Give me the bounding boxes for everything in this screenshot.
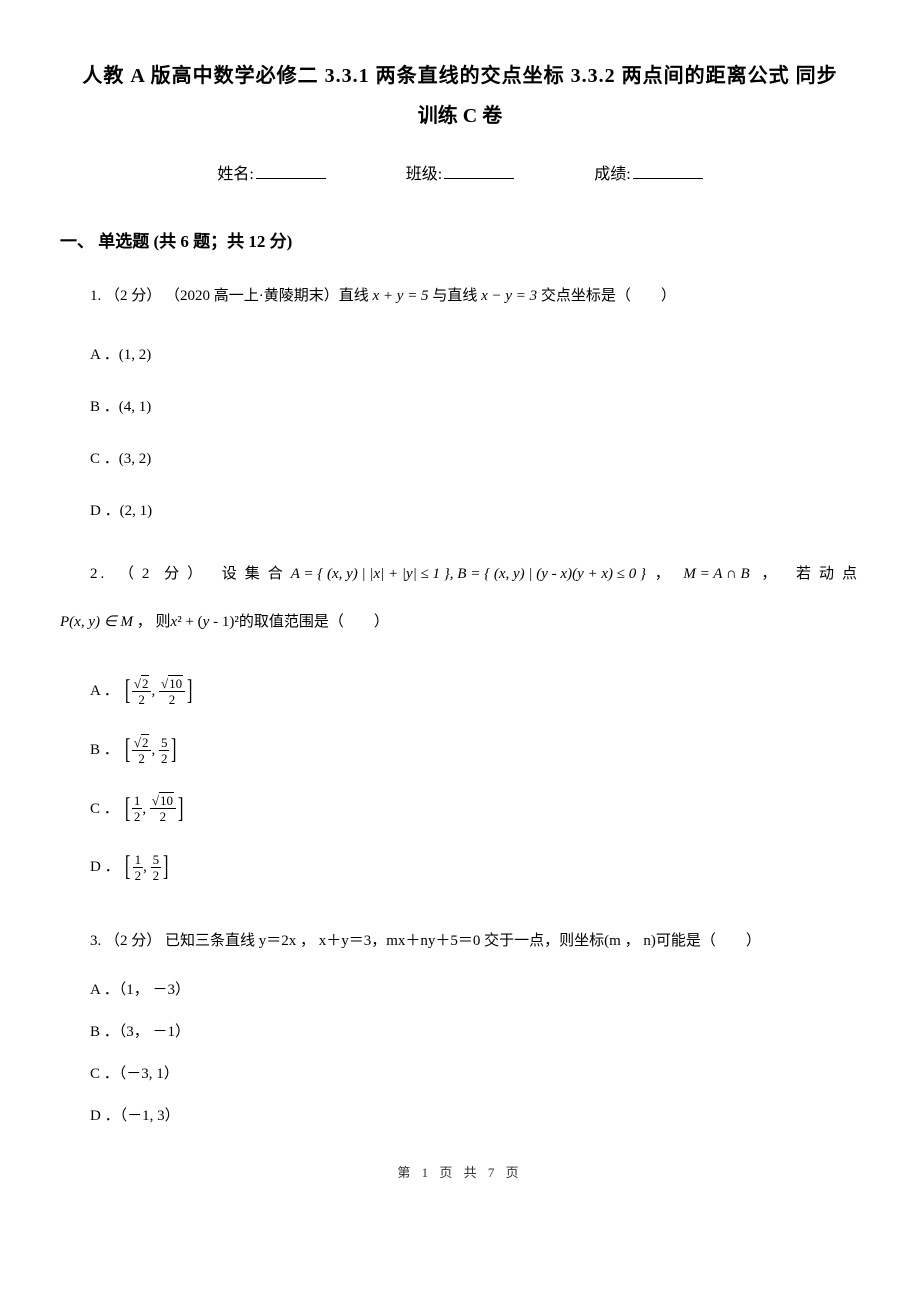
q3-optA-val: （1， －3） <box>119 982 190 998</box>
q2-optB-frac1: √22 <box>132 736 152 765</box>
question-2: 2. （2 分） 设集合A = { (x, y) | |x| + |y| ≤ 1… <box>60 558 860 890</box>
q1-optB-label: B ． <box>90 399 119 415</box>
q2-text-line2: P(x, y) ∈ M ， 则x² + (y - 1)²的取值范围是（ ） <box>60 606 860 639</box>
q3-optC-label: C ． <box>90 1066 119 1082</box>
q1-optC-label: C ． <box>90 451 119 467</box>
page-title-line2: 训练 C 卷 <box>60 100 860 132</box>
q1-optC-val: (3, 2) <box>119 451 152 467</box>
bracket-l-icon: [ <box>124 787 130 832</box>
q2-line2-mid: ， 则 <box>133 614 171 630</box>
section-heading: 一、 单选题 (共 6 题；共 12 分) <box>60 228 860 255</box>
header-row: 姓名: 班级: 成绩: <box>60 162 860 188</box>
q2-exprA: A = { (x, y) | |x| + |y| ≤ 1 }, B = { (x… <box>291 558 646 591</box>
q1-expr1: x + y = 5 <box>373 280 429 313</box>
q2-optB-frac2: 52 <box>159 736 170 765</box>
q2-mid1: ， <box>646 566 683 582</box>
q1-optA-val: (1, 2) <box>119 347 152 363</box>
q2-optA: A ． [√22, √102] <box>90 669 860 714</box>
q1-optB: B ．(4, 1) <box>90 395 860 419</box>
q1-suffix: 交点坐标是（ ） <box>537 288 676 304</box>
score-field: 成绩: <box>594 162 702 188</box>
q3-optA-label: A ． <box>90 982 119 998</box>
bracket-l-icon: [ <box>124 728 130 773</box>
class-label: 班级: <box>406 162 442 188</box>
name-label: 姓名: <box>217 162 253 188</box>
page-footer: 第 1 页 共 7 页 <box>60 1163 860 1184</box>
q2-optA-frac2: √102 <box>159 677 185 706</box>
q2-optB: B ． [√22, 52] <box>90 728 860 773</box>
class-blank <box>444 178 514 179</box>
score-blank <box>633 178 703 179</box>
q1-optC: C ．(3, 2) <box>90 447 860 471</box>
q1-optD: D ．(2, 1) <box>90 499 860 523</box>
q2-optC-frac1: 12 <box>132 794 143 823</box>
q1-text: 1. （2 分） （2020 高一上·黄陵期末）直线 x + y = 5 与直线… <box>90 280 860 313</box>
bracket-r-icon: ] <box>163 845 169 890</box>
q1-optD-val: (2, 1) <box>120 503 153 519</box>
q3-optC: C ．（－3, 1） <box>90 1062 860 1086</box>
q1-optA-label: A ． <box>90 347 119 363</box>
q3-optD-label: D ． <box>90 1108 120 1124</box>
q2-optC: C ． [12, √102] <box>90 787 860 832</box>
q2-optC-label: C ． <box>90 800 119 816</box>
q2-prefix: 2. （2 分） 设集合 <box>90 566 291 582</box>
q3-optB-label: B ． <box>90 1024 119 1040</box>
name-blank <box>256 178 326 179</box>
q3-optC-val: （－3, 1） <box>119 1066 179 1082</box>
q2-text: 2. （2 分） 设集合A = { (x, y) | |x| + |y| ≤ 1… <box>60 558 860 591</box>
q1-prefix: 1. （2 分） （2020 高一上·黄陵期末）直线 <box>90 288 373 304</box>
q2-optA-frac1: √22 <box>132 677 152 706</box>
q2-exprM: M = A ∩ B <box>683 558 749 591</box>
q2-optD-frac2: 52 <box>151 853 162 882</box>
q2-optD-label: D ． <box>90 859 120 875</box>
q1-optB-val: (4, 1) <box>119 399 152 415</box>
q1-optA: A ．(1, 2) <box>90 343 860 367</box>
q1-mid: 与直线 <box>429 288 482 304</box>
bracket-r-icon: ] <box>178 787 184 832</box>
bracket-l-icon: [ <box>125 845 131 890</box>
q1-expr2: x − y = 3 <box>481 280 537 313</box>
bracket-l-icon: [ <box>124 669 130 714</box>
score-label: 成绩: <box>594 162 630 188</box>
name-field: 姓名: <box>217 162 325 188</box>
q2-exprRange: x² + (y - 1)² <box>171 606 239 639</box>
question-3: 3. （2 分） 已知三条直线 y＝2x ， x＋y＝3，mx＋ny＋5＝0 交… <box>60 925 860 1128</box>
q2-optA-label: A ． <box>90 683 119 699</box>
q2-optD-frac1: 12 <box>133 853 144 882</box>
q3-optA: A ．（1， －3） <box>90 978 860 1002</box>
q3-optB-val: （3， －1） <box>119 1024 190 1040</box>
bracket-r-icon: ] <box>187 669 193 714</box>
q2-exprP: P(x, y) ∈ M <box>60 606 133 639</box>
q2-optC-frac2: √102 <box>150 794 176 823</box>
q3-optD: D ．（－1, 3） <box>90 1104 860 1128</box>
q1-optD-label: D ． <box>90 503 120 519</box>
bracket-r-icon: ] <box>171 728 177 773</box>
question-1: 1. （2 分） （2020 高一上·黄陵期末）直线 x + y = 5 与直线… <box>60 280 860 523</box>
q3-optB: B ．（3， －1） <box>90 1020 860 1044</box>
q3-text: 3. （2 分） 已知三条直线 y＝2x ， x＋y＝3，mx＋ny＋5＝0 交… <box>90 925 860 958</box>
q2-optD: D ． [12, 52] <box>90 845 860 890</box>
q2-mid2: ， 若动点 <box>750 566 860 582</box>
q2-optB-label: B ． <box>90 742 119 758</box>
page-title-line1: 人教 A 版高中数学必修二 3.3.1 两条直线的交点坐标 3.3.2 两点间的… <box>60 60 860 92</box>
q2-line2-suffix: 的取值范围是（ ） <box>239 614 389 630</box>
class-field: 班级: <box>406 162 514 188</box>
q3-optD-val: （－1, 3） <box>120 1108 180 1124</box>
